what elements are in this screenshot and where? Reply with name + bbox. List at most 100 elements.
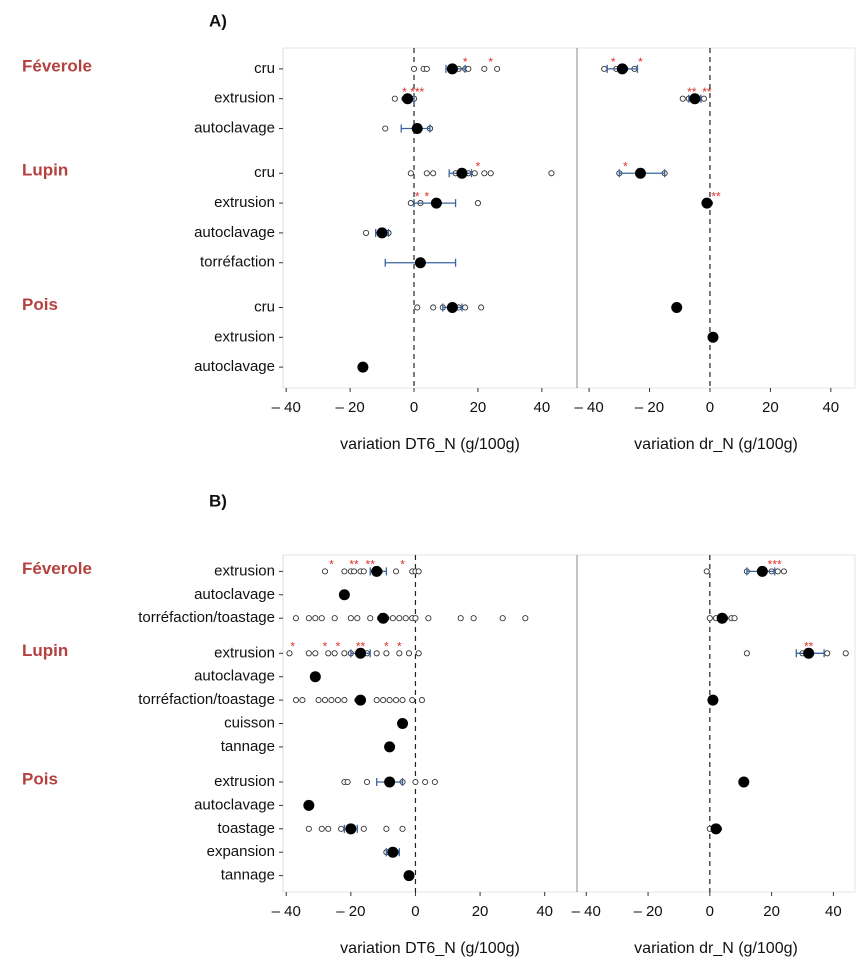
category-label: extrusion [214,328,275,345]
observation [422,778,429,786]
observation [481,65,488,72]
x-tick-label: 40 [534,399,551,416]
observation [373,650,380,657]
significance-star: ** [349,558,359,572]
observation [312,615,319,622]
group-label: Pois [22,295,58,314]
significance-star: * [336,639,341,653]
significance-star: ** [356,639,366,653]
significance-star: * [638,55,643,69]
observation [341,697,348,704]
observation [305,650,312,657]
mean-point [710,823,722,835]
x-tick-label: 20 [472,903,489,920]
category-label: torréfaction/toastage [138,609,275,626]
x-tick-label: 20 [763,903,780,920]
observation [341,650,348,657]
observation [423,170,430,177]
observation [706,615,713,622]
observation [360,825,367,832]
observation [331,650,338,657]
category-label: cru [254,164,275,181]
observation [409,697,416,704]
mean-point [616,63,628,75]
x-axis-label: variation dr_N (g/100g) [634,436,798,453]
observation [318,825,325,832]
observation [430,304,437,311]
plot-frame [282,554,578,893]
observation [457,615,464,622]
chart-title: B) [209,491,227,510]
mean-point [397,718,409,729]
observation [414,304,421,311]
significance-star: * [415,189,420,203]
observation [328,697,335,704]
observation [425,615,432,622]
mean-point [430,197,442,209]
observation [354,615,361,622]
observation [478,304,485,311]
mean-point [303,799,315,811]
x-tick-label: 0 [410,399,418,416]
category-label: autoclavage [194,586,275,603]
observation [470,615,477,622]
observation [321,697,329,704]
significance-star: * [611,55,616,69]
observation [743,650,750,657]
mean-point [384,741,396,753]
significance-star: *** [410,85,424,99]
observation [407,170,414,177]
mean-point [707,331,719,343]
observation [402,615,409,622]
x-tick-label: 40 [825,903,842,920]
significance-star: * [402,85,407,99]
plot-frame [576,554,856,893]
observation [383,825,390,832]
x-tick-label: 40 [822,399,839,416]
category-label: cru [254,60,275,77]
mean-point [634,167,646,179]
x-tick-label: – 40 [574,399,603,416]
observation [325,825,332,832]
observation [341,568,348,575]
observation [522,615,529,622]
significance-star: * [329,558,334,572]
category-label: extrusion [214,773,275,790]
category-label: torréfaction [200,254,275,271]
significance-star: * [400,558,405,572]
significance-star: ** [366,558,376,572]
mean-point [446,63,458,75]
observation [405,650,413,657]
category-label: expansion [207,843,275,860]
category-label: autoclavage [194,224,275,241]
mean-point [738,776,750,788]
category-label: extrusion [214,194,275,211]
mean-point [411,123,423,135]
significance-star: * [623,159,628,173]
x-axis-label: variation DT6_N (g/100g) [340,436,520,453]
significance-star: * [323,639,328,653]
observation [318,615,325,622]
observation [334,697,341,704]
observation [842,650,849,657]
observation [430,170,437,177]
category-label: tannage [221,738,275,755]
x-tick-label: 0 [706,903,714,920]
x-tick-label: – 40 [272,903,301,920]
category-label: extrusion [214,90,275,107]
observation [548,170,555,177]
x-tick-label: – 20 [635,399,664,416]
mean-point [756,565,768,577]
group-label: Féverole [22,559,92,578]
observation [393,568,400,575]
x-tick-label: 20 [470,399,487,416]
x-tick-label: – 20 [336,903,365,920]
observation [338,825,345,832]
x-tick-label: 40 [536,903,553,920]
category-label: autoclavage [194,796,275,813]
mean-point [357,361,369,373]
x-axis-label: variation DT6_N (g/100g) [340,940,520,957]
observation [363,229,370,236]
mean-point [338,589,350,601]
observation [363,778,371,786]
